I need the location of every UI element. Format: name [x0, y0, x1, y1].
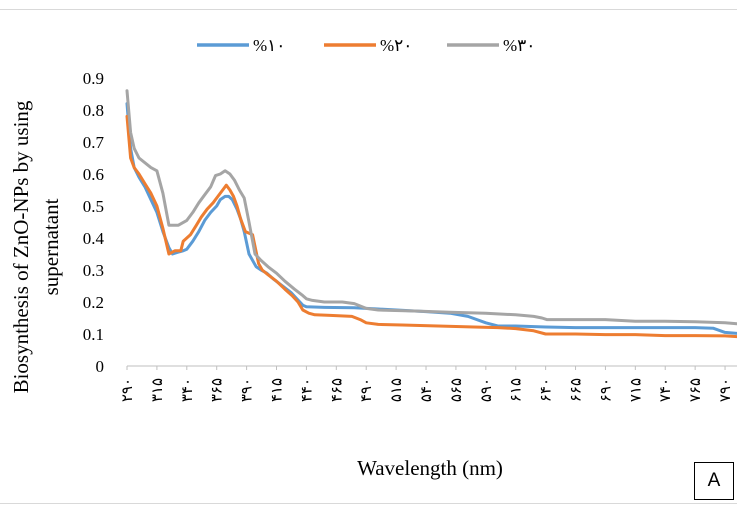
x-tick-label: ۴۱۵ [270, 378, 286, 402]
y-tick-label: 0.2 [83, 293, 104, 312]
legend-label-2: %۲۰ [380, 36, 412, 55]
y-axis-ticks: 0 0.1 0.2 0.3 0.4 0.5 0.6 0.7 0.8 0.9 [83, 69, 105, 376]
series-line-2 [125, 114, 737, 339]
x-tick-label: ۴۶۵ [329, 378, 345, 402]
legend-label-3: %۳۰ [503, 36, 535, 55]
x-tick-label: ۵۱۵ [389, 378, 405, 402]
y-axis-title-line1: Biosynthesis of ZnO-NPs by using [9, 100, 33, 393]
y-tick-label: 0.9 [83, 69, 104, 88]
x-tick-label: ۶۹۰ [598, 378, 614, 402]
chart-legend: %۱۰ %۲۰ %۳۰ [197, 36, 535, 55]
panel-label-box: A [694, 462, 734, 500]
y-tick-label: 0.8 [83, 101, 104, 120]
y-tick-label: 0.3 [83, 261, 104, 280]
series-line-1 [125, 102, 737, 335]
x-tick-label: ۷۱۵ [628, 378, 644, 402]
chart-frame-top-border [0, 9, 737, 10]
x-tick-label: ۵۹۰ [479, 378, 495, 402]
x-axis-ticks: ۲۹۰ ۳۱۵ ۳۴۰ ۳۶۵ ۳۹۰ ۴۱۵ ۴۴۰ ۴۶۵ ۴۹۰ ۵۱۵ ۵۴۰ ۵۶۵ ۵۹۰ ۶… [120, 366, 734, 402]
x-tick-label: ۷۶۵ [688, 378, 704, 402]
y-tick-label: 0.4 [83, 229, 105, 248]
x-axis-title: Wavelength (nm) [357, 456, 503, 480]
series-line-3 [125, 89, 737, 326]
x-tick-label: ۴۴۰ [299, 378, 315, 402]
y-tick-label: 0.5 [83, 197, 104, 216]
x-tick-label: ۶۶۵ [569, 378, 585, 402]
x-tick-label: ۵۶۵ [449, 378, 465, 402]
panel-label: A [707, 470, 721, 491]
legend-label-1: %۱۰ [253, 36, 285, 55]
x-tick-label: ۶۱۵ [509, 378, 525, 402]
x-tick-label: ۳۹۰ [240, 378, 256, 402]
y-tick-label: 0.6 [83, 165, 104, 184]
chart-frame-bottom-border [0, 503, 737, 504]
x-tick-label: ۴۹۰ [359, 378, 375, 402]
y-tick-label: 0 [96, 357, 105, 376]
x-tick-label: ۳۱۵ [150, 378, 166, 402]
y-axis-title-line2: supernatant [39, 198, 63, 295]
x-tick-label: ۳۶۵ [210, 378, 226, 402]
x-tick-label: ۳۴۰ [180, 378, 196, 402]
x-tick-label: ۶۴۰ [539, 378, 555, 402]
y-tick-label: 0.1 [83, 325, 104, 344]
x-tick-label: ۵۴۰ [419, 378, 435, 402]
chart-series [125, 89, 737, 339]
y-tick-label: 0.7 [83, 133, 105, 152]
x-tick-label: ۷۴۰ [658, 378, 674, 402]
x-tick-label: ۲۹۰ [120, 378, 136, 402]
x-tick-label: ۷۹۰ [718, 378, 734, 402]
